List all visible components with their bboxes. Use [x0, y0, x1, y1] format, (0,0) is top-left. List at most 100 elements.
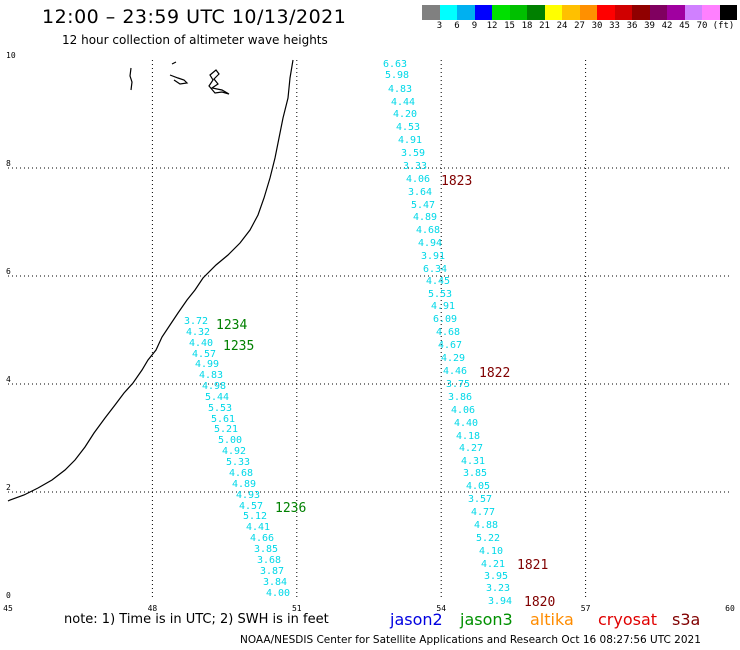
pass-time-label: 1822 — [479, 366, 510, 381]
colorbar-swatch — [527, 5, 545, 20]
pass-time-label: 1823 — [441, 174, 472, 189]
colorbar-swatch — [492, 5, 510, 20]
colorbar-swatch — [667, 5, 685, 20]
colorbar-label: 21 — [539, 21, 550, 31]
wave-height-label: 4.99 — [195, 359, 219, 370]
wave-height-label: 4.68 — [436, 327, 460, 338]
wave-height-label: 4.57 — [192, 349, 216, 360]
wave-height-label: 5.98 — [385, 70, 409, 81]
colorbar-swatch — [702, 5, 720, 20]
wave-height-label: 4.68 — [229, 468, 253, 479]
y-tick-label: 6 — [6, 267, 11, 276]
wave-height-label: 4.40 — [189, 338, 213, 349]
legend-s3a: s3a — [672, 610, 701, 629]
wave-height-label: 4.66 — [250, 533, 274, 544]
y-tick-label: 0 — [6, 591, 11, 600]
colorbar-swatch — [457, 5, 475, 20]
map-title: 12:00 – 23:59 UTC 10/13/2021 — [42, 6, 347, 28]
wave-height-label: 5.22 — [476, 533, 500, 544]
wave-height-label: 5.44 — [205, 392, 229, 403]
legend-cryosat: cryosat — [598, 610, 658, 629]
colorbar-label: 39 — [644, 21, 655, 31]
colorbar-label: 24 — [556, 21, 568, 31]
colorbar-label: 42 — [661, 21, 673, 31]
y-tick-label: 2 — [6, 483, 11, 492]
wave-height-label: 4.93 — [236, 490, 260, 501]
colorbar-label: 9 — [471, 21, 478, 31]
coastline — [7, 59, 294, 502]
wave-height-label: 3.94 — [488, 596, 512, 607]
wave-height-label: 6.09 — [433, 314, 457, 325]
wave-height-label: 4.06 — [406, 174, 430, 185]
wave-height-label: 3.75 — [446, 379, 470, 390]
wave-height-label: 4.98 — [202, 381, 226, 392]
wave-height-label: 4.46 — [443, 366, 467, 377]
wave-height-label: 5.53 — [428, 289, 452, 300]
grid-lines — [8, 60, 730, 600]
colorbar-label: 33 — [609, 21, 620, 31]
wave-height-label: 4.53 — [396, 122, 420, 133]
x-tick-label: 60 — [725, 604, 735, 613]
legend-jason3: jason3 — [460, 610, 513, 629]
wave-height-label: 5.00 — [218, 435, 242, 446]
wave-height-label: 4.88 — [474, 520, 498, 531]
colorbar-label: 70 — [696, 21, 708, 31]
colorbar-label: 3 — [436, 21, 443, 31]
island-3 — [208, 69, 230, 95]
colorbar-swatch — [632, 5, 650, 20]
pass-time-label: 1236 — [275, 501, 306, 516]
y-tick-label: 10 — [6, 51, 16, 60]
wave-height-label: 5.53 — [208, 403, 232, 414]
wave-height-label: 5.47 — [411, 200, 435, 211]
wave-height-label: 4.67 — [438, 340, 462, 351]
wave-height-label: 4.89 — [413, 212, 437, 223]
colorbar-label: 12 — [486, 21, 498, 31]
wave-height-colorbar — [422, 5, 737, 20]
colorbar-swatch — [509, 5, 527, 20]
wave-height-label: 4.06 — [451, 405, 475, 416]
wave-height-label: 3.85 — [254, 544, 278, 555]
colorbar-swatch — [474, 5, 492, 20]
wave-height-label: 4.83 — [199, 370, 223, 381]
colorbar-label: 27 — [574, 21, 585, 31]
wave-height-label: 4.77 — [471, 507, 495, 518]
wave-height-label: 4.20 — [393, 109, 417, 120]
y-tick-label: 8 — [6, 159, 11, 168]
wave-height-label: 4.44 — [391, 97, 415, 108]
wave-height-label: 4.83 — [388, 84, 412, 95]
wave-height-label: 4.57 — [239, 501, 263, 512]
legend-jason2: jason2 — [390, 610, 443, 629]
colorbar-label: 15 — [504, 21, 515, 31]
pass-time-label: 1820 — [524, 595, 555, 610]
wave-height-label: 5.21 — [214, 424, 238, 435]
wave-height-label: 4.18 — [456, 431, 480, 442]
wave-height-label: 3.59 — [401, 148, 425, 159]
pass-time-label: 1821 — [517, 558, 548, 573]
colorbar-label: 36 — [626, 21, 638, 31]
legend-altika: altika — [530, 610, 574, 629]
colorbar-label: 30 — [591, 21, 603, 31]
pass-time-label: 1234 — [216, 318, 247, 333]
wave-height-label: 5.12 — [243, 511, 267, 522]
wave-height-label: 3.64 — [408, 187, 432, 198]
colorbar-swatch — [439, 5, 457, 20]
x-tick-label: 54 — [436, 604, 446, 613]
colorbar-label: 18 — [521, 21, 533, 31]
wave-height-label: 3.23 — [486, 583, 510, 594]
colorbar-label: 6 — [454, 21, 460, 31]
island-1 — [129, 67, 133, 91]
wave-height-label: 5.61 — [211, 414, 235, 425]
wave-height-label: 3.68 — [257, 555, 281, 566]
wave-height-label: 3.87 — [260, 566, 284, 577]
wave-height-label: 4.32 — [186, 327, 210, 338]
wave-height-label: 3.86 — [448, 392, 472, 403]
x-tick-label: 45 — [3, 604, 13, 613]
map-subtitle: 12 hour collection of altimeter wave hei… — [62, 33, 328, 47]
wave-height-label: 4.10 — [479, 546, 503, 557]
colorbar-swatch — [422, 5, 440, 20]
x-tick-label: 48 — [148, 604, 158, 613]
pass-time-label: 1235 — [223, 339, 254, 354]
colorbar-swatch — [684, 5, 702, 20]
colorbar-swatch — [719, 5, 737, 20]
